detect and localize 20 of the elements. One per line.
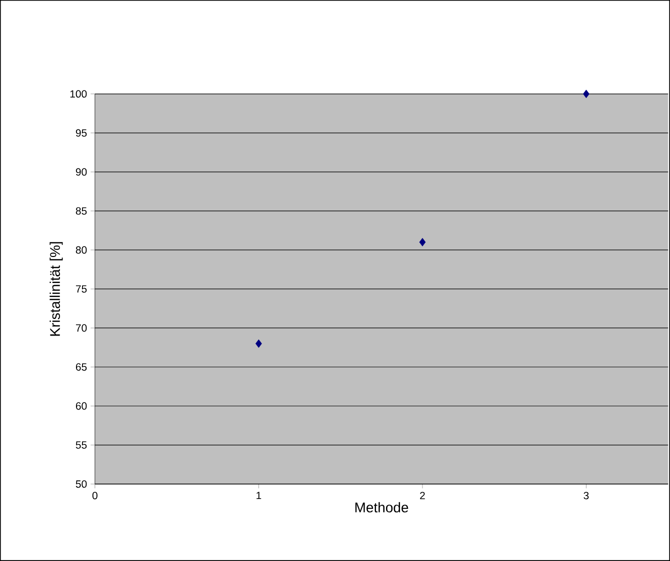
point — [419, 238, 426, 246]
y-tick-label: 100 — [70, 90, 87, 98]
x-tick-label: 2 — [420, 492, 425, 500]
y-tick-label: 90 — [76, 168, 87, 176]
point — [583, 90, 590, 98]
y-tick-label: 95 — [76, 129, 87, 137]
x-tick-label: 1 — [256, 492, 262, 500]
y-tick-label: 80 — [76, 246, 87, 254]
y-tick-label: 85 — [76, 207, 87, 215]
y-tick-label: 65 — [76, 363, 87, 371]
y-tick-label: 55 — [76, 441, 87, 449]
y-tick-label: 70 — [76, 324, 87, 332]
y-axis-title: Kristallinität [%] — [50, 242, 63, 336]
x-axis-title: Methode — [355, 502, 408, 512]
y-tick-label: 50 — [76, 480, 87, 488]
x-tick-label: 3 — [584, 492, 589, 500]
point — [255, 339, 262, 348]
y-tick-label: 75 — [76, 285, 87, 293]
y-tick-label: 60 — [76, 402, 87, 410]
x-tick-label: 0 — [92, 492, 98, 500]
